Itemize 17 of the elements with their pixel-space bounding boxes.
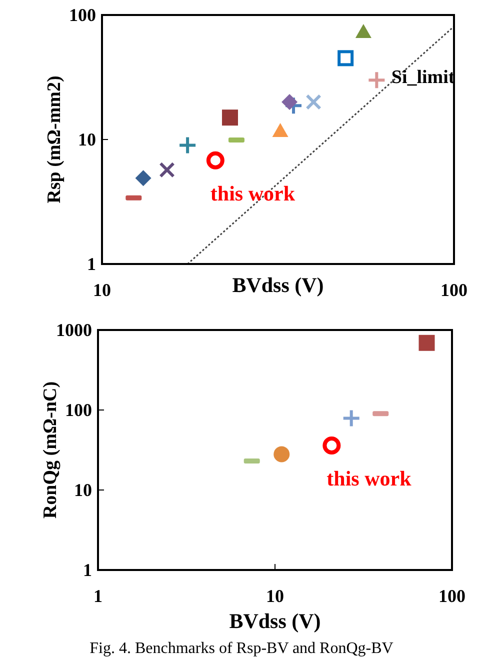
x-axis-title: BVdss (V) (232, 273, 324, 297)
y-tick-label: 1 (87, 254, 96, 274)
x-axis-title: BVdss (V) (229, 609, 321, 633)
series-label: Si_limit (391, 66, 456, 88)
y-tick-label: 100 (69, 5, 96, 25)
y-tick-label: 10 (78, 130, 96, 150)
annotation: this work (326, 466, 412, 490)
y-tick-label: 10 (74, 480, 92, 500)
y-axis-title: RonQg (mΩ-nC) (40, 381, 61, 519)
y-tick-label: 1 (83, 560, 92, 580)
annotation: this work (210, 181, 296, 206)
y-axis-title: Rsp (mΩ-mm2) (44, 76, 65, 204)
y-tick-label: 100 (65, 400, 92, 420)
y-tick-label: 1000 (56, 320, 92, 340)
x-tick-label: 10 (266, 586, 284, 606)
caption: Fig. 4. Benchmarks of Rsp-BV and RonQg-BV (90, 640, 394, 657)
x-tick-label: 100 (438, 586, 466, 606)
